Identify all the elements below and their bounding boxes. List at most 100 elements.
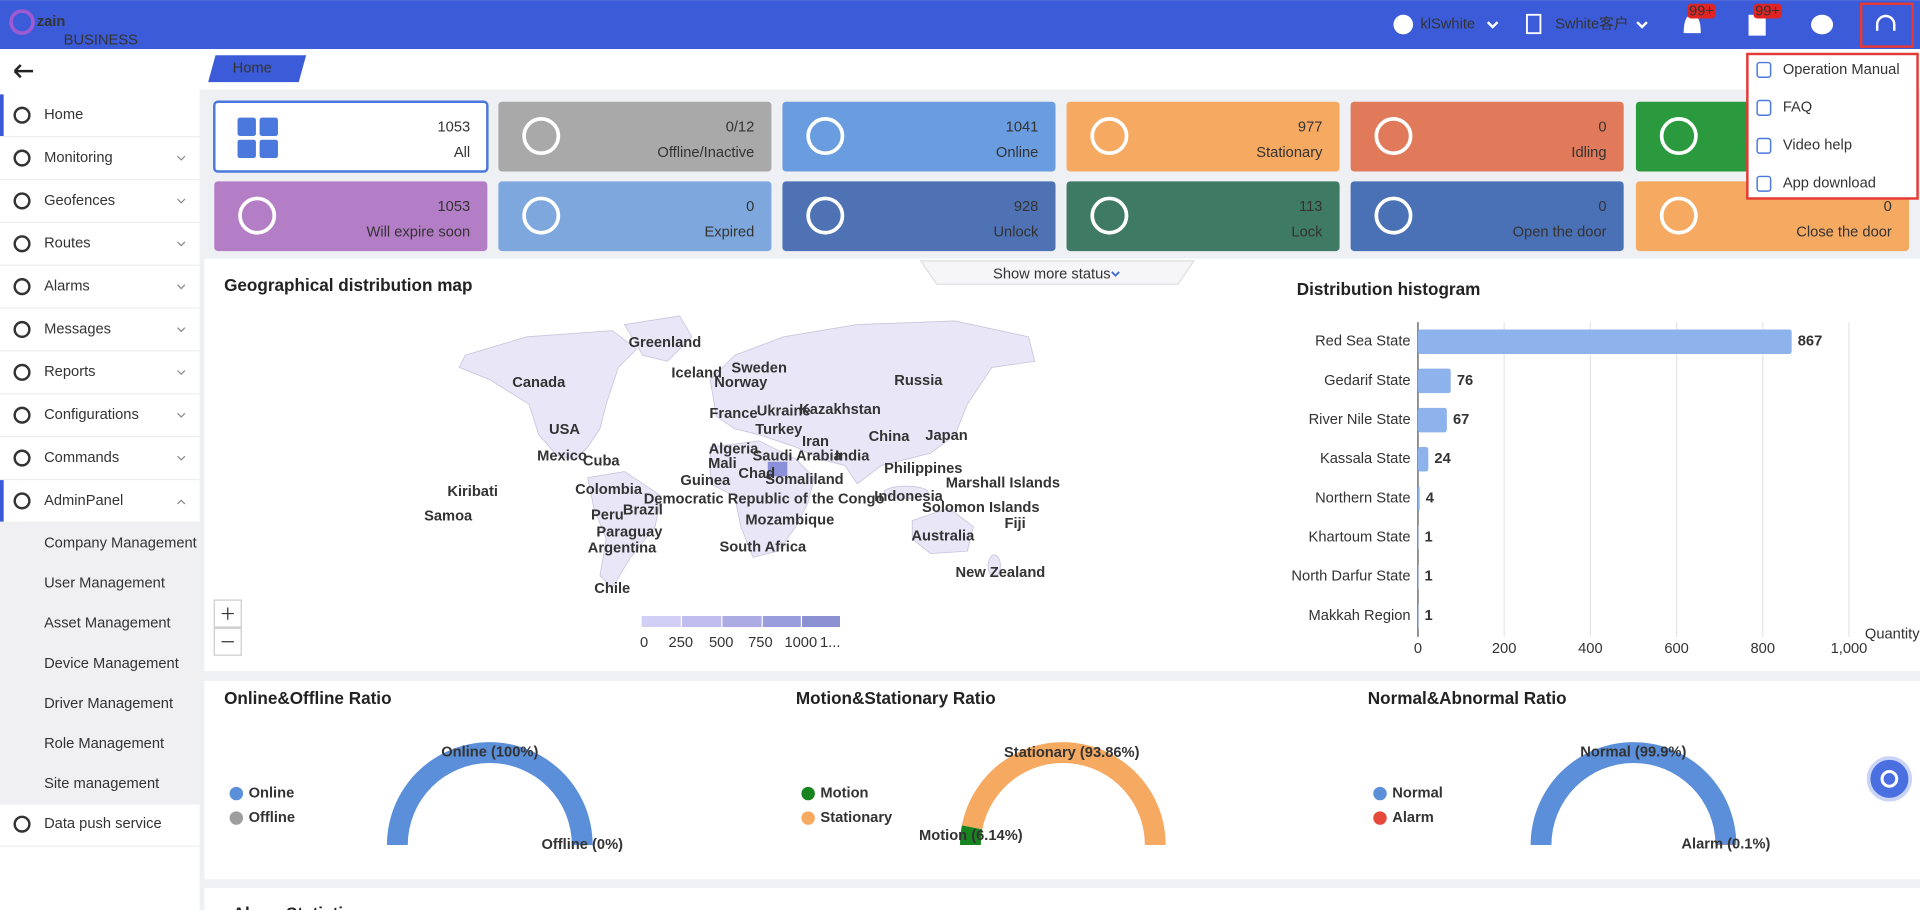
settings-button[interactable]: [1866, 756, 1913, 802]
status-card[interactable]: [1066, 101, 1340, 172]
status-card[interactable]: [782, 101, 1056, 172]
status-card[interactable]: [1350, 181, 1624, 252]
country-label: Paraguay: [596, 525, 663, 541]
show-more-link[interactable]: Show more status: [993, 266, 1111, 282]
legend-label[interactable]: Online: [249, 785, 295, 801]
country-label: Algeria: [709, 441, 760, 457]
chat-icon[interactable]: [1811, 14, 1834, 35]
user-name[interactable]: klSwhite: [1420, 16, 1475, 32]
status-card[interactable]: [213, 100, 489, 173]
value-label: 1: [1425, 569, 1433, 585]
country-label: Marshall Islands: [946, 476, 1060, 492]
card-icon: [806, 196, 845, 235]
submenu-item[interactable]: Role Management: [44, 736, 164, 752]
country-label: Brazil: [623, 503, 663, 519]
submenu-item[interactable]: Company Management: [44, 536, 197, 552]
menu-item[interactable]: Home: [44, 107, 83, 123]
show-more-tab[interactable]: [919, 260, 1196, 285]
value-label: Stationary (93.86%): [1004, 745, 1140, 761]
help-menu-item[interactable]: Video help: [1783, 138, 1852, 154]
chevron: [1636, 21, 1648, 29]
card-icon: [1659, 117, 1698, 155]
submenu-item[interactable]: Asset Management: [44, 616, 171, 632]
help-menu-item[interactable]: Operation Manual: [1783, 62, 1900, 78]
help-menu: [1746, 52, 1919, 200]
legend-label: 750: [748, 635, 773, 651]
submenu-item[interactable]: Driver Management: [44, 696, 173, 712]
y-tick-label: Gedarif State: [1324, 373, 1411, 389]
legend-label: 1000: [784, 635, 817, 651]
bar: [1417, 407, 1447, 433]
submenu-item[interactable]: User Management: [44, 576, 165, 592]
bar: [1417, 447, 1429, 472]
country-label: Democratic Republic of the Congo: [644, 492, 885, 508]
menu-item[interactable]: Routes: [44, 236, 91, 252]
country-label: Japan: [925, 428, 967, 444]
legend-label[interactable]: Motion: [820, 785, 868, 801]
x-tick-label: 800: [1751, 641, 1776, 657]
status-card[interactable]: [782, 181, 1056, 252]
x-tick-label: 600: [1664, 641, 1689, 657]
help-menu-item[interactable]: App download: [1783, 176, 1876, 192]
status-card[interactable]: [1350, 101, 1624, 172]
legend-label[interactable]: Alarm: [1392, 810, 1434, 826]
card-value: 0: [746, 199, 754, 215]
bell-icon[interactable]: [1683, 14, 1701, 34]
menu-item[interactable]: Reports: [44, 364, 95, 380]
status-card[interactable]: [1066, 181, 1340, 252]
legend-label[interactable]: Stationary: [820, 810, 893, 826]
country-label: Mali: [708, 456, 737, 472]
account-name[interactable]: Swhite客户: [1555, 15, 1628, 32]
notes-icon[interactable]: [1748, 14, 1766, 36]
menu-icon: [1756, 61, 1772, 78]
legend-label[interactable]: Offline: [249, 810, 296, 826]
card-value: 0/12: [726, 119, 755, 135]
legend-label[interactable]: Normal: [1392, 785, 1443, 801]
x-axis-label: Quantity: [1865, 626, 1920, 642]
panel-title: Online&Offline Ratio: [224, 688, 391, 708]
country-label: Canada: [512, 375, 566, 391]
submenu-bg: [0, 522, 200, 805]
submenu-item[interactable]: Device Management: [44, 656, 179, 672]
card-value: 1053: [438, 119, 471, 135]
card-icon: [1090, 196, 1129, 235]
panel-title: Alarm Statistics: [233, 903, 362, 910]
status-card[interactable]: [498, 101, 772, 172]
back-arrow[interactable]: [13, 64, 34, 79]
card-value: 1041: [1006, 119, 1039, 135]
menu-item[interactable]: Commands: [44, 450, 119, 466]
menu-item[interactable]: Messages: [44, 321, 111, 337]
value-label: Offline (0%): [541, 837, 623, 853]
user-icon: [1393, 14, 1414, 35]
legend-dot: [1373, 811, 1387, 825]
headset-icon[interactable]: [1875, 14, 1896, 31]
status-card[interactable]: [214, 181, 488, 252]
logo-mark: [9, 9, 35, 35]
x-tick-label: 0: [1414, 641, 1422, 657]
country-label: Russia: [894, 373, 943, 389]
menu-icon: [13, 449, 31, 467]
menu-item[interactable]: Geofences: [44, 193, 115, 209]
tab[interactable]: [208, 55, 307, 83]
status-card[interactable]: [498, 181, 772, 252]
submenu-item[interactable]: Site management: [44, 776, 159, 792]
menu-item[interactable]: Data push service: [44, 816, 162, 832]
country-label: Philippines: [884, 461, 962, 477]
bar: [1417, 368, 1451, 394]
y-tick-label: Kassala State: [1320, 451, 1411, 467]
island: [987, 554, 1001, 578]
menu-item[interactable]: Alarms: [44, 279, 90, 295]
island: [883, 485, 929, 499]
gauge-segment: [1530, 742, 1737, 845]
card-label: All: [454, 145, 470, 161]
country-label: New Zealand: [956, 565, 1046, 581]
building-icon: [1526, 13, 1542, 35]
menu-item[interactable]: AdminPanel: [44, 493, 123, 509]
country-label: Argentina: [588, 541, 657, 557]
help-menu-item[interactable]: FAQ: [1783, 100, 1812, 116]
country-label: Australia: [911, 528, 975, 544]
menu-item[interactable]: Monitoring: [44, 150, 113, 166]
menu-item[interactable]: Configurations: [44, 407, 139, 423]
chevron: [177, 198, 186, 204]
zoom-in[interactable]: [213, 599, 242, 628]
